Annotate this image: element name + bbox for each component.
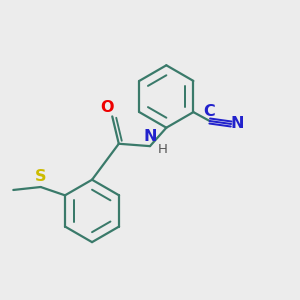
Text: O: O bbox=[100, 100, 114, 115]
Text: H: H bbox=[158, 142, 167, 156]
Text: N: N bbox=[230, 116, 244, 131]
Text: N: N bbox=[144, 129, 157, 144]
Text: S: S bbox=[35, 169, 46, 184]
Text: C: C bbox=[203, 103, 215, 118]
